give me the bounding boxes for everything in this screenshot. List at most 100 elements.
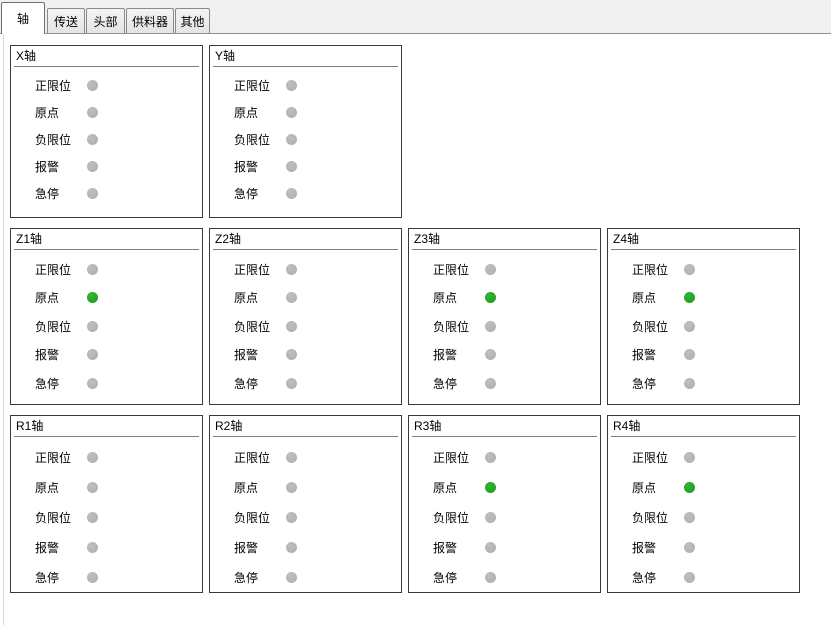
alarm-led xyxy=(684,349,695,361)
origin-led xyxy=(87,107,98,118)
group-title: X轴 xyxy=(14,46,199,67)
status-label: 原点 xyxy=(234,106,259,120)
status-row: 正限位 xyxy=(210,72,401,99)
estop-led xyxy=(87,571,98,583)
status-row: 正限位 xyxy=(608,255,799,284)
positive-limit-led xyxy=(286,451,297,463)
status-label: 急停 xyxy=(35,376,60,391)
status-row: 原点 xyxy=(210,284,401,313)
status-label: 负限位 xyxy=(234,319,271,334)
status-label: 负限位 xyxy=(234,510,271,525)
status-label: 原点 xyxy=(632,480,657,495)
status-row: 负限位 xyxy=(608,502,799,532)
negative-limit-led xyxy=(87,134,98,145)
status-row: 正限位 xyxy=(11,442,202,472)
tab-head[interactable]: 头部 xyxy=(86,8,125,33)
status-label: 急停 xyxy=(632,570,657,585)
group-title: R4轴 xyxy=(611,416,796,437)
status-row: 急停 xyxy=(210,369,401,398)
status-label: 报警 xyxy=(234,348,259,363)
status-row: 报警 xyxy=(210,153,401,180)
status-label: 报警 xyxy=(234,540,259,555)
negative-limit-led xyxy=(87,511,98,523)
status-row: 急停 xyxy=(11,369,202,398)
group-z1-axis: Z1轴 正限位 原点 负限位 报警 急停 xyxy=(10,228,203,405)
tab-other[interactable]: 其他 xyxy=(175,8,210,33)
group-r3-axis: R3轴 正限位 原点 负限位 报警 急停 xyxy=(408,415,601,593)
status-row: 正限位 xyxy=(409,255,600,284)
status-row: 急停 xyxy=(11,562,202,592)
positive-limit-led xyxy=(87,451,98,463)
status-row: 正限位 xyxy=(11,72,202,99)
positive-limit-led xyxy=(485,451,496,463)
status-row: 报警 xyxy=(608,341,799,370)
status-row: 负限位 xyxy=(409,502,600,532)
tab-transfer[interactable]: 传送 xyxy=(47,8,85,33)
positive-limit-led xyxy=(87,80,98,91)
group-title: Z1轴 xyxy=(14,229,199,250)
status-row: 报警 xyxy=(608,532,799,562)
origin-led xyxy=(87,481,98,493)
estop-led xyxy=(286,188,297,199)
status-label: 正限位 xyxy=(35,450,72,465)
status-label: 急停 xyxy=(632,376,657,391)
alarm-led xyxy=(87,541,98,553)
status-row: 负限位 xyxy=(210,312,401,341)
status-row: 正限位 xyxy=(608,442,799,472)
status-row: 原点 xyxy=(608,284,799,313)
estop-led xyxy=(87,188,98,199)
status-row: 负限位 xyxy=(210,126,401,153)
status-label: 报警 xyxy=(433,348,458,363)
status-label: 正限位 xyxy=(632,450,669,465)
status-label: 报警 xyxy=(35,160,60,174)
status-label: 负限位 xyxy=(433,510,470,525)
status-row: 报警 xyxy=(409,341,600,370)
status-list: 正限位 原点 负限位 报警 急停 xyxy=(210,250,401,398)
group-title: Z3轴 xyxy=(412,229,597,250)
status-row: 报警 xyxy=(11,532,202,562)
status-row: 负限位 xyxy=(608,312,799,341)
status-row: 报警 xyxy=(11,341,202,370)
negative-limit-led xyxy=(684,320,695,332)
status-label: 负限位 xyxy=(632,510,669,525)
group-title: Z2轴 xyxy=(213,229,398,250)
status-row: 原点 xyxy=(409,472,600,502)
status-label: 原点 xyxy=(35,106,60,120)
status-row: 报警 xyxy=(210,341,401,370)
alarm-led xyxy=(485,541,496,553)
status-row: 急停 xyxy=(210,562,401,592)
status-row: 原点 xyxy=(608,472,799,502)
status-row: 急停 xyxy=(409,369,600,398)
status-list: 正限位 原点 负限位 报警 急停 xyxy=(409,437,600,592)
origin-led xyxy=(286,481,297,493)
status-row: 负限位 xyxy=(11,126,202,153)
group-x-axis: X轴 正限位 原点 负限位 报警 急停 xyxy=(10,45,203,218)
status-label: 原点 xyxy=(234,480,259,495)
status-label: 负限位 xyxy=(35,319,72,334)
status-label: 报警 xyxy=(632,348,657,363)
origin-led xyxy=(485,481,496,493)
alarm-led xyxy=(286,161,297,172)
status-label: 原点 xyxy=(35,291,60,306)
status-label: 原点 xyxy=(234,291,259,306)
status-row: 正限位 xyxy=(409,442,600,472)
estop-led xyxy=(87,377,98,389)
status-label: 正限位 xyxy=(433,450,470,465)
status-list: 正限位 原点 负限位 报警 急停 xyxy=(11,437,202,592)
tab-feeder[interactable]: 供料器 xyxy=(126,8,174,33)
status-row: 急停 xyxy=(608,369,799,398)
negative-limit-led xyxy=(485,320,496,332)
estop-led xyxy=(684,571,695,583)
status-list: 正限位 原点 负限位 报警 急停 xyxy=(608,250,799,398)
status-row: 急停 xyxy=(11,180,202,207)
status-label: 原点 xyxy=(433,480,458,495)
alarm-led xyxy=(87,349,98,361)
alarm-led xyxy=(485,349,496,361)
tab-axis[interactable]: 轴 xyxy=(1,2,45,34)
origin-led xyxy=(286,107,297,118)
status-label: 正限位 xyxy=(234,79,271,93)
group-r4-axis: R4轴 正限位 原点 负限位 报警 急停 xyxy=(607,415,800,593)
origin-led xyxy=(684,481,695,493)
status-label: 负限位 xyxy=(234,133,271,147)
alarm-led xyxy=(684,541,695,553)
